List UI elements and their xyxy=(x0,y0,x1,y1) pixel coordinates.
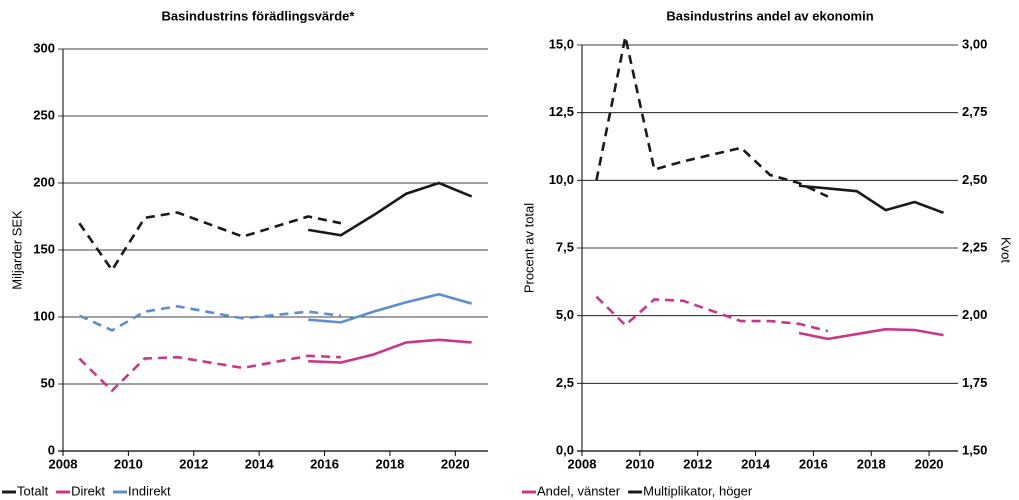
legend-label: Direkt xyxy=(71,483,105,498)
y2-tick-label: 2,75 xyxy=(962,104,987,119)
y-tick-label: 300 xyxy=(33,40,55,55)
x-tick-label: 2020 xyxy=(441,456,470,471)
chart-title: Basindustrins andel av ekonomin xyxy=(666,8,873,23)
series-line xyxy=(798,184,944,215)
y-tick-label: 0,0 xyxy=(556,442,574,457)
x-tick-label: 2012 xyxy=(179,456,208,471)
series-line xyxy=(78,304,342,332)
x-tick-label: 2014 xyxy=(245,456,275,471)
y-tick-label: 0 xyxy=(48,442,55,457)
y2-tick-label: 3,00 xyxy=(962,36,987,51)
series-line xyxy=(78,354,341,393)
y-tick-label: 12,5 xyxy=(549,104,574,119)
legend-label: Totalt xyxy=(17,483,48,498)
y-tick-label: 200 xyxy=(33,174,55,189)
y2-tick-label: 2,50 xyxy=(962,172,987,187)
series-line xyxy=(595,36,829,198)
y-axis-label: Miljarder SEK xyxy=(9,210,24,290)
y-tick-label: 2,5 xyxy=(556,375,574,390)
y2-tick-label: 2,25 xyxy=(962,239,987,254)
legend-label: Multiplikator, höger xyxy=(643,483,753,498)
series-line xyxy=(308,338,472,364)
y2-axis-label: Kvot xyxy=(999,237,1014,263)
series-line xyxy=(595,295,829,333)
x-tick-label: 2008 xyxy=(568,456,597,471)
x-tick-label: 2016 xyxy=(310,456,339,471)
y-tick-label: 250 xyxy=(33,107,55,122)
y-tick-label: 100 xyxy=(33,308,55,323)
y-tick-label: 150 xyxy=(33,241,55,256)
x-tick-label: 2010 xyxy=(114,456,143,471)
y-tick-label: 10,0 xyxy=(549,172,574,187)
x-tick-label: 2008 xyxy=(49,456,78,471)
y2-tick-label: 1,75 xyxy=(962,375,987,390)
y-tick-label: 50 xyxy=(41,375,55,390)
y-tick-label: 7,5 xyxy=(556,239,574,254)
x-tick-label: 2010 xyxy=(625,456,654,471)
x-tick-label: 2018 xyxy=(375,456,404,471)
legend-label: Indirekt xyxy=(128,483,171,498)
series-line xyxy=(308,292,473,324)
x-tick-label: 2018 xyxy=(857,456,886,471)
series-line xyxy=(798,327,944,341)
y2-tick-label: 1,50 xyxy=(962,442,987,457)
chart-title: Basindustrins förädlingsvärde* xyxy=(162,8,356,23)
series-line xyxy=(307,181,473,237)
y-axis-label: Procent av total xyxy=(521,203,536,293)
x-tick-label: 2016 xyxy=(799,456,828,471)
legend-label: Andel, vänster xyxy=(537,483,621,498)
x-tick-label: 2020 xyxy=(915,456,944,471)
y2-tick-label: 2,00 xyxy=(962,307,987,322)
series-line xyxy=(78,211,342,273)
x-tick-label: 2012 xyxy=(683,456,712,471)
y-tick-label: 15,0 xyxy=(549,36,574,51)
y-tick-label: 5,0 xyxy=(556,307,574,322)
x-tick-label: 2014 xyxy=(741,456,771,471)
